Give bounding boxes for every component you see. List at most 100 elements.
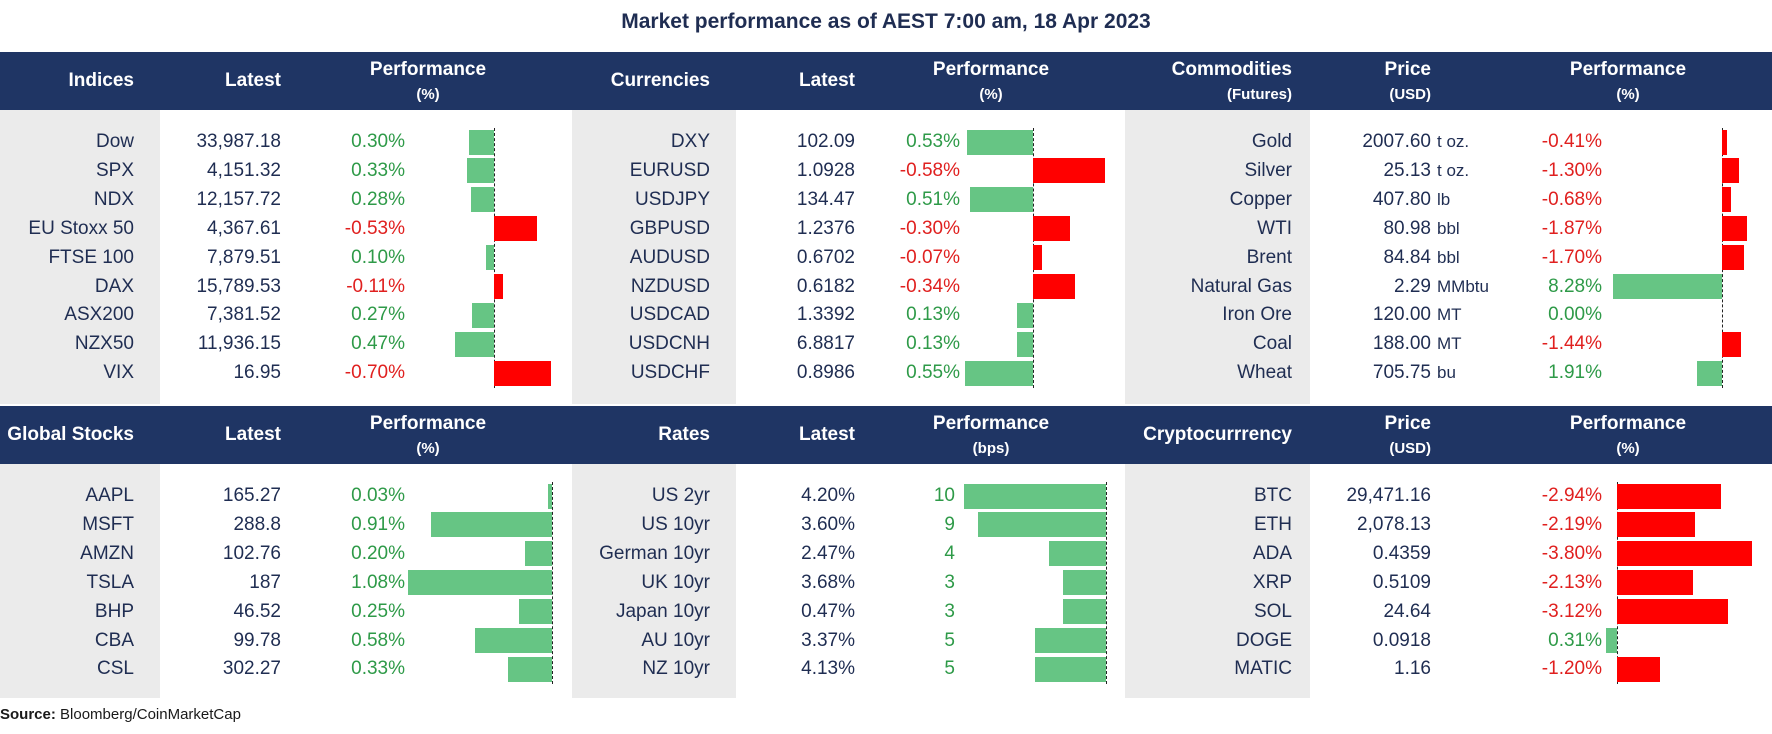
- row-latest: 16.95: [233, 362, 281, 384]
- row-name: Copper: [1229, 188, 1292, 210]
- row-name: Wheat: [1237, 362, 1292, 384]
- row-performance-label: 0.58%: [351, 629, 405, 651]
- header-commodities-sub: (Futures): [1227, 86, 1292, 103]
- performance-bar: [1722, 187, 1731, 213]
- header-performance-3-unit: (%): [1616, 86, 1640, 103]
- row-performance-label: 0.53%: [906, 131, 960, 152]
- row-latest: 0.6702: [796, 246, 855, 268]
- row-unit: t oz.: [1437, 132, 1470, 151]
- row-name: NZDUSD: [630, 275, 710, 297]
- row-name: Dow: [95, 131, 134, 152]
- header-latest-4: Latest: [225, 424, 281, 445]
- performance-bar: [1033, 274, 1076, 299]
- row-latest: 7,879.51: [207, 246, 281, 268]
- header-performance-1: Performance: [369, 59, 487, 80]
- row-name: SOL: [1253, 600, 1292, 622]
- row-latest: 102.76: [222, 542, 281, 564]
- row-performance-label: 0.10%: [351, 246, 405, 268]
- row-latest: 2,078.13: [1357, 513, 1431, 535]
- row-performance-label: -2.19%: [1541, 513, 1602, 535]
- row-latest: 1.16: [1394, 658, 1431, 680]
- row-name: AAPL: [85, 485, 134, 506]
- row-name: Coal: [1252, 333, 1292, 355]
- zero-axis: [494, 128, 495, 389]
- row-name: VIX: [103, 362, 134, 384]
- row-name: US 2yr: [651, 485, 710, 506]
- performance-bar: [455, 331, 494, 357]
- performance-bar: [1617, 512, 1695, 538]
- performance-bar: [1033, 245, 1042, 271]
- performance-bar: [494, 274, 504, 299]
- row-performance-label: 9: [944, 513, 955, 535]
- header-performance-3: Performance: [1569, 59, 1687, 80]
- row-performance-label: -1.20%: [1541, 658, 1602, 680]
- performance-bar: [1722, 216, 1747, 242]
- row-performance-label: 0.33%: [351, 658, 405, 680]
- row-unit: bbl: [1437, 247, 1460, 267]
- header-price-3: Price: [1384, 59, 1431, 80]
- row-latest: 1.0928: [796, 159, 855, 181]
- row-latest: 84.84: [1383, 246, 1431, 268]
- row-performance-label: -0.07%: [899, 246, 960, 268]
- row-name: BTC: [1254, 485, 1292, 506]
- performance-bar: [485, 245, 494, 271]
- row-latest: 302.27: [222, 658, 281, 680]
- performance-bar: [1617, 541, 1752, 567]
- row-name: EURUSD: [629, 159, 710, 181]
- source-text: Bloomberg/CoinMarketCap: [60, 706, 241, 723]
- row-name: Iron Ore: [1222, 304, 1292, 326]
- header-performance-4-unit: (%): [416, 440, 440, 457]
- row-performance-label: 0.25%: [351, 600, 405, 622]
- row-name: USDCAD: [629, 304, 710, 326]
- row-name: USDCNH: [628, 333, 710, 355]
- row-performance-label: 0.03%: [351, 485, 405, 506]
- row-performance-label: 0.13%: [906, 333, 960, 355]
- header-latest-2: Latest: [799, 70, 855, 91]
- row-unit: MMbtu: [1437, 276, 1489, 296]
- row-name: AUDUSD: [629, 246, 710, 268]
- performance-bar: [1612, 274, 1722, 299]
- row-performance-label: 0.31%: [1548, 629, 1602, 651]
- row-name: GBPUSD: [629, 217, 710, 239]
- row-performance-label: -2.94%: [1541, 485, 1602, 506]
- row-name: DAX: [94, 275, 134, 297]
- row-name: UK 10yr: [641, 571, 710, 593]
- performance-bar: [469, 129, 494, 155]
- row-latest: 0.6182: [796, 275, 855, 297]
- row-latest: 33,987.18: [196, 131, 281, 152]
- row-latest: 4.13%: [801, 658, 855, 680]
- row-latest: 2.47%: [801, 542, 855, 564]
- row-name: ADA: [1252, 542, 1292, 564]
- row-latest: 29,471.16: [1346, 485, 1431, 506]
- row-unit: t oz.: [1437, 160, 1470, 180]
- row-performance-label: 0.30%: [351, 131, 405, 152]
- row-latest: 0.0918: [1372, 629, 1431, 651]
- row-performance-label: 0.51%: [906, 188, 960, 210]
- performance-bar: [1722, 158, 1740, 184]
- row-latest: 99.78: [233, 629, 281, 651]
- performance-bar: [1722, 245, 1745, 271]
- performance-bar: [967, 129, 1033, 155]
- row-unit: lb: [1437, 189, 1451, 209]
- row-latest: 407.80: [1372, 188, 1431, 210]
- row-latest: 1.2376: [796, 217, 855, 239]
- row-performance-label: -1.30%: [1541, 159, 1602, 181]
- row-name: ASX200: [64, 304, 134, 326]
- performance-bar: [1696, 360, 1722, 386]
- row-performance-label: -1.87%: [1541, 217, 1602, 239]
- row-name: USDJPY: [635, 188, 710, 210]
- row-latest: 11,936.15: [197, 333, 281, 355]
- row-latest: 102.09: [796, 131, 855, 152]
- row-performance-label: -0.58%: [899, 159, 960, 181]
- row-name: AMZN: [80, 542, 134, 564]
- row-performance-label: 1.91%: [1548, 362, 1602, 384]
- row-name: USDCHF: [630, 362, 710, 384]
- row-performance-label: 0.33%: [351, 159, 405, 181]
- row-name: US 10yr: [641, 513, 710, 535]
- header-global-stocks: Global Stocks: [7, 424, 134, 445]
- zero-axis: [1106, 482, 1107, 685]
- row-performance-label: 3: [944, 600, 955, 622]
- row-name: SPX: [95, 159, 134, 181]
- row-name: NDX: [93, 188, 134, 210]
- row-name: German 10yr: [599, 542, 710, 564]
